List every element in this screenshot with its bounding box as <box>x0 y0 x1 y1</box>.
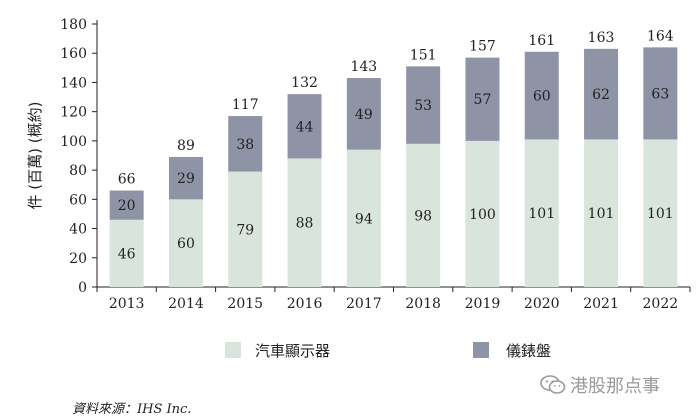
watermark-text: 港股那点事 <box>570 376 660 397</box>
bars <box>109 47 678 287</box>
x-tick-label: 2016 <box>287 296 323 312</box>
x-tick-label: 2019 <box>465 296 501 312</box>
wechat-icon <box>540 375 566 394</box>
total-value-label: 151 <box>410 47 437 63</box>
source-note: 資料來源：IHS Inc. <box>72 402 192 417</box>
x-tick-label: 2020 <box>524 296 560 312</box>
segment-value-label: 46 <box>118 246 136 262</box>
segment-value-label: 20 <box>118 198 136 214</box>
legend: 汽車顯示器 儀錶盤 <box>225 342 551 360</box>
bar-segment <box>406 143 441 287</box>
bar-segment <box>228 116 263 172</box>
y-tick-label: 100 <box>60 134 87 150</box>
watermark: 港股那点事 <box>540 372 660 398</box>
segment-value-label: 79 <box>236 222 254 238</box>
bar-segment <box>465 57 500 141</box>
bar-segment <box>524 139 559 287</box>
y-tick-label: 160 <box>60 46 87 62</box>
bar-segment <box>168 199 203 287</box>
x-tick-label: 2022 <box>643 296 679 312</box>
bar-segment <box>643 47 678 140</box>
segment-value-label: 63 <box>651 86 669 102</box>
segment-value-label: 29 <box>177 171 195 187</box>
segment-value-label: 60 <box>177 236 195 252</box>
total-value-label: 66 <box>118 172 136 188</box>
segment-value-label: 53 <box>414 98 432 114</box>
bar-segment <box>346 149 381 287</box>
segment-value-label: 88 <box>296 216 314 232</box>
x-tick-label: 2018 <box>405 296 441 312</box>
segment-value-label: 38 <box>236 137 254 153</box>
bar-segment <box>346 78 381 150</box>
y-tick-label: 120 <box>60 105 87 121</box>
bar-segment <box>287 158 322 287</box>
y-tick-label: 80 <box>69 163 87 179</box>
y-tick-label: 0 <box>78 280 87 296</box>
total-value-label: 157 <box>469 39 496 55</box>
x-tick-label: 2021 <box>583 296 619 312</box>
bar-segment <box>228 171 263 287</box>
segment-value-label: 62 <box>592 87 610 103</box>
bar-segment <box>406 66 441 144</box>
bar-segment <box>287 94 322 159</box>
segment-value-label: 57 <box>474 92 492 108</box>
total-value-label: 164 <box>647 28 674 44</box>
segment-value-label: 101 <box>588 206 615 222</box>
x-tick-label: 2015 <box>227 296 263 312</box>
total-value-label: 163 <box>588 30 615 46</box>
legend-label-auto-display: 汽車顯示器 <box>255 342 330 360</box>
bar-segment <box>109 219 144 287</box>
segment-value-label: 44 <box>296 119 314 135</box>
bar-segment <box>584 48 619 140</box>
legend-label-instrument-cluster: 儀錶盤 <box>506 342 551 360</box>
y-tick-label: 140 <box>60 75 87 91</box>
y-tick-label: 60 <box>69 192 87 208</box>
segment-value-label: 49 <box>355 107 373 123</box>
bar-segment <box>643 139 678 287</box>
x-tick-label: 2013 <box>109 296 145 312</box>
y-tick-label: 40 <box>69 222 87 238</box>
segment-value-label: 100 <box>469 207 496 223</box>
legend-swatch-instrument-cluster <box>473 342 489 358</box>
bar-segment <box>584 139 619 287</box>
x-tick-label: 2014 <box>168 296 204 312</box>
segment-value-label: 101 <box>647 206 674 222</box>
total-value-label: 89 <box>177 138 195 154</box>
total-value-label: 132 <box>291 75 318 91</box>
y-tick-label: 20 <box>69 251 87 267</box>
segment-value-label: 94 <box>355 211 373 227</box>
total-value-label: 161 <box>528 33 555 49</box>
total-value-label: 117 <box>232 97 259 113</box>
segment-value-label: 60 <box>533 89 551 105</box>
bar-segment <box>109 190 144 220</box>
y-axis-label: 件 (百萬) (概約) <box>26 102 44 210</box>
data-labels: 46 20 66 60 29 89 79 38 117 88 44 132 94 49 143 98 53 151… <box>118 28 674 262</box>
x-tick-label: 2017 <box>346 296 382 312</box>
legend-swatch-auto-display <box>225 342 241 358</box>
bar-segment <box>168 156 203 200</box>
bar-segment <box>524 51 559 140</box>
total-value-label: 143 <box>350 59 377 75</box>
segment-value-label: 101 <box>528 206 555 222</box>
segment-value-label: 98 <box>414 208 432 224</box>
y-tick-label: 180 <box>60 17 87 33</box>
bar-segment <box>465 140 500 287</box>
